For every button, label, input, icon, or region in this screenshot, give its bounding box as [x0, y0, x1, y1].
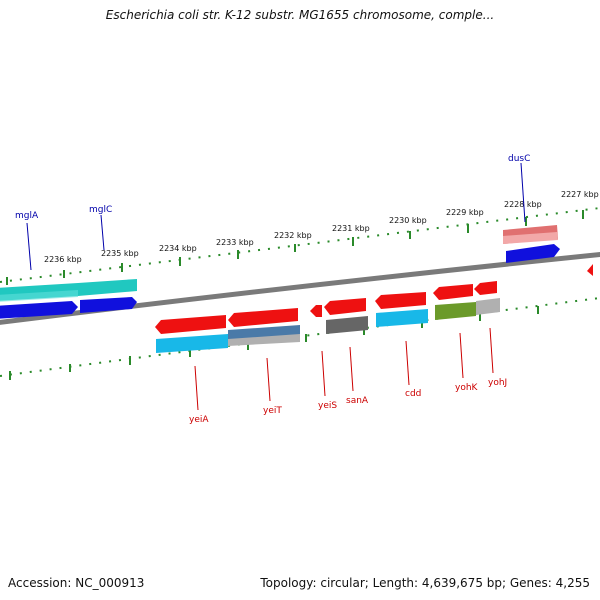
gene-label-dusC: dusC [508, 154, 530, 164]
scale-label: 2230 kbp [389, 216, 427, 225]
gene-arrow-partial[interactable] [587, 264, 593, 276]
scale-label: 2232 kbp [274, 231, 312, 240]
gene-yeiA[interactable] [155, 315, 226, 334]
genome-summary-text: Topology: circular; Length: 4,639,675 bp… [260, 576, 590, 590]
label-connector [489, 327, 494, 374]
inner-scale-ring [0, 297, 600, 377]
gene-label-yohK: yohK [455, 383, 479, 393]
label-connector [459, 332, 464, 379]
label-connector [100, 214, 105, 251]
gene-block[interactable] [435, 302, 476, 320]
label-connector [194, 365, 199, 411]
gene-block[interactable] [156, 334, 228, 353]
scale-label: 2234 kbp [159, 244, 197, 253]
outer-major-ticks [6, 210, 584, 285]
label-connector [520, 162, 526, 223]
gene-label-yeiS: yeiS [318, 401, 337, 411]
gene-cdd[interactable] [375, 292, 426, 309]
scale-label: 2235 kbp [101, 249, 139, 258]
gene-block[interactable] [228, 334, 300, 346]
gene-dusC[interactable] [506, 244, 560, 263]
gene-mglA[interactable] [0, 301, 78, 319]
gene-label-yeiA: yeiA [189, 415, 209, 425]
gene-block[interactable] [503, 232, 558, 244]
scale-label: 2229 kbp [446, 208, 484, 217]
label-connector [26, 222, 32, 271]
gene-label-yeiT: yeiT [263, 406, 282, 416]
scale-label: 2231 kbp [332, 224, 370, 233]
label-connector [349, 346, 354, 392]
scale-label: 2236 kbp [44, 255, 82, 264]
gene-label-yohJ: yohJ [488, 378, 507, 388]
label-connector [321, 350, 326, 397]
gene-label-cdd: cdd [405, 389, 421, 399]
map-title: Escherichia coli str. K-12 substr. MG165… [105, 8, 495, 22]
gene-yohK[interactable] [433, 284, 473, 300]
gene-sanA[interactable] [324, 298, 366, 315]
label-connector [266, 357, 271, 402]
gene-yeiS[interactable] [310, 305, 322, 317]
gene-label-sanA: sanA [346, 396, 369, 406]
gene-yohJ[interactable] [474, 281, 497, 295]
gene-block[interactable] [476, 298, 500, 315]
gene-block[interactable] [78, 279, 137, 296]
gene-yeiT[interactable] [228, 308, 298, 327]
gene-label-mglC: mglC [89, 205, 112, 215]
label-connector [405, 340, 410, 386]
accession-text: Accession: NC_000913 [8, 576, 145, 590]
gene-mglC[interactable] [80, 297, 137, 313]
gene-block[interactable] [326, 316, 368, 334]
gene-block[interactable] [376, 309, 428, 327]
scale-label: 2227 kbp [561, 190, 599, 199]
scale-label: 2228 kbp [504, 200, 542, 209]
scale-label: 2233 kbp [216, 238, 254, 247]
gene-label-mglA: mglA [15, 211, 39, 221]
gene-block[interactable] [0, 290, 78, 302]
outer-scale-ring [0, 207, 600, 283]
